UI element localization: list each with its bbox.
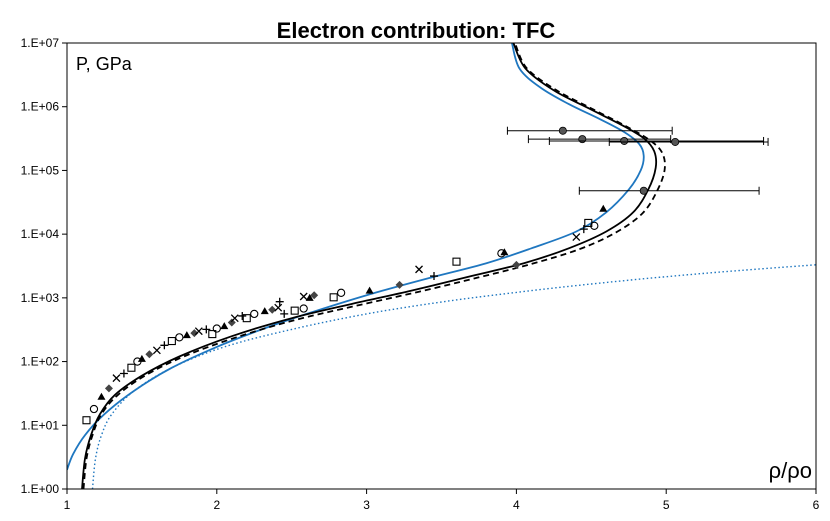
error-data-point — [558, 126, 567, 135]
x-tick-label: 6 — [813, 498, 820, 512]
x-axis-label: ρ/ρo — [769, 458, 812, 483]
error-data-point — [671, 137, 680, 146]
data-point — [97, 392, 106, 400]
data-point — [82, 416, 91, 425]
data-point — [579, 225, 588, 234]
data-point — [590, 221, 599, 230]
y-tick-label: 1.E+04 — [21, 227, 60, 241]
y-tick-label: 1.E+07 — [21, 36, 60, 50]
data-point — [202, 325, 211, 334]
data-point — [175, 333, 184, 342]
data-point — [208, 330, 217, 339]
data-point — [127, 363, 136, 372]
curve-group — [67, 43, 816, 489]
series-line-black-solid — [81, 43, 658, 489]
data-point — [112, 374, 121, 383]
error-data-point — [578, 135, 587, 144]
data-point — [194, 327, 203, 336]
data-point — [137, 354, 146, 362]
data-point — [430, 272, 439, 281]
data-point — [220, 322, 229, 330]
data-point — [182, 331, 191, 339]
x-tick-label: 2 — [213, 498, 220, 512]
data-point — [310, 291, 319, 300]
data-point — [227, 318, 236, 327]
data-point — [268, 305, 277, 314]
error-data-point — [620, 136, 629, 145]
data-point — [512, 260, 521, 269]
error-data-point — [639, 186, 648, 195]
data-point — [305, 293, 314, 301]
data-point — [395, 280, 404, 289]
series-line-blue-solid — [67, 43, 645, 471]
y-tick-label: 1.E+00 — [21, 482, 60, 496]
y-tick-label: 1.E+05 — [21, 163, 60, 177]
data-point — [275, 297, 284, 306]
data-point — [242, 314, 251, 323]
data-point — [329, 293, 338, 302]
y-tick-label: 1.E+02 — [21, 355, 60, 369]
chart-title: Electron contribution: TFC — [277, 18, 556, 43]
data-point — [500, 248, 509, 256]
data-point — [274, 303, 283, 312]
series-line-black-dashed — [82, 43, 666, 489]
data-point — [238, 311, 247, 320]
data-point — [167, 336, 176, 346]
x-tick-label: 3 — [363, 498, 370, 512]
plot-frame — [66, 42, 817, 490]
data-point — [260, 307, 269, 315]
x-tick-label: 1 — [64, 498, 71, 512]
y-tick-label: 1.E+01 — [21, 418, 60, 432]
axis-layer: 1 2 3 4 5 6 1.E+00 1.E+01 1.E+02 1.E+03 1.E+04 1.E+… — [21, 36, 820, 512]
y-tick-label: 1.E+03 — [21, 291, 60, 305]
data-point — [152, 346, 161, 355]
data-point — [415, 265, 423, 274]
data-point — [280, 309, 289, 318]
data-point — [365, 286, 374, 294]
y-tick-label: 1.E+06 — [21, 100, 60, 114]
data-point — [290, 306, 299, 315]
data-point — [190, 329, 199, 338]
x-tick-label: 4 — [513, 498, 520, 512]
data-point — [572, 233, 581, 242]
data-point — [299, 304, 308, 313]
data-point — [299, 292, 308, 301]
y-axis-label: P, GPa — [76, 54, 133, 74]
data-point — [160, 341, 169, 350]
series-line-blue-dotted — [91, 264, 816, 489]
data-point — [452, 257, 461, 266]
data-point — [250, 309, 259, 319]
data-point — [89, 404, 99, 414]
data-point — [336, 288, 346, 297]
data-point — [119, 369, 128, 378]
plot-layer — [67, 43, 816, 489]
data-point — [104, 384, 113, 393]
data-point — [212, 324, 221, 333]
data-point — [599, 204, 608, 212]
x-tick-label: 5 — [663, 498, 670, 512]
data-point — [145, 350, 154, 359]
data-point — [230, 314, 239, 323]
